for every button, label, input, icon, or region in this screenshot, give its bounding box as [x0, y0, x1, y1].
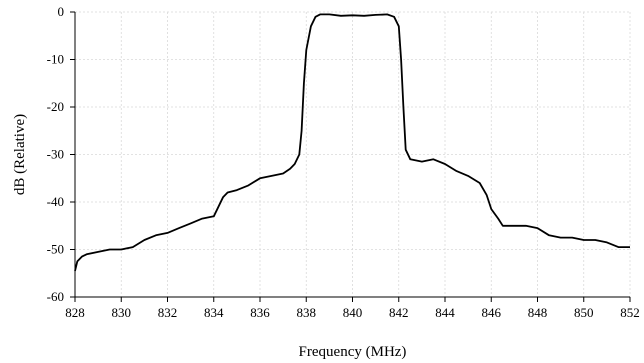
spectrum-series-line	[74, 13, 630, 272]
x-tick-label: 850	[574, 305, 594, 320]
x-axis-title: Frequency (MHz)	[299, 344, 407, 360]
x-tick-label: 848	[528, 305, 548, 320]
x-tick-label: 846	[482, 305, 502, 320]
x-tick-label: 840	[343, 305, 363, 320]
y-tick-label: -60	[47, 289, 64, 304]
y-tick-label: -30	[47, 147, 64, 162]
labels-layer: 828 830 832 834 836 838 840 842 844 846 848 850 852 0…	[47, 4, 640, 320]
x-tick-label: 830	[112, 305, 132, 320]
y-tick-label: -10	[47, 52, 64, 67]
x-tick-label: 842	[389, 305, 409, 320]
x-tick-label: 838	[297, 305, 317, 320]
y-tick-label: -20	[47, 99, 64, 114]
y-tick-label: -50	[47, 242, 64, 257]
x-tick-label: 844	[435, 305, 455, 320]
x-tick-label: 832	[158, 305, 178, 320]
y-tick-label: -40	[47, 194, 64, 209]
x-tick-label: 836	[250, 305, 270, 320]
y-tick-label: 0	[58, 4, 65, 19]
x-tick-label: 834	[204, 305, 224, 320]
series-layer	[74, 13, 630, 272]
y-axis-title: dB (Relative)	[12, 114, 28, 195]
grid-layer	[74, 11, 631, 298]
x-tick-label: 828	[65, 305, 85, 320]
x-tick-label: 852	[620, 305, 640, 320]
axes-layer	[70, 11, 631, 302]
